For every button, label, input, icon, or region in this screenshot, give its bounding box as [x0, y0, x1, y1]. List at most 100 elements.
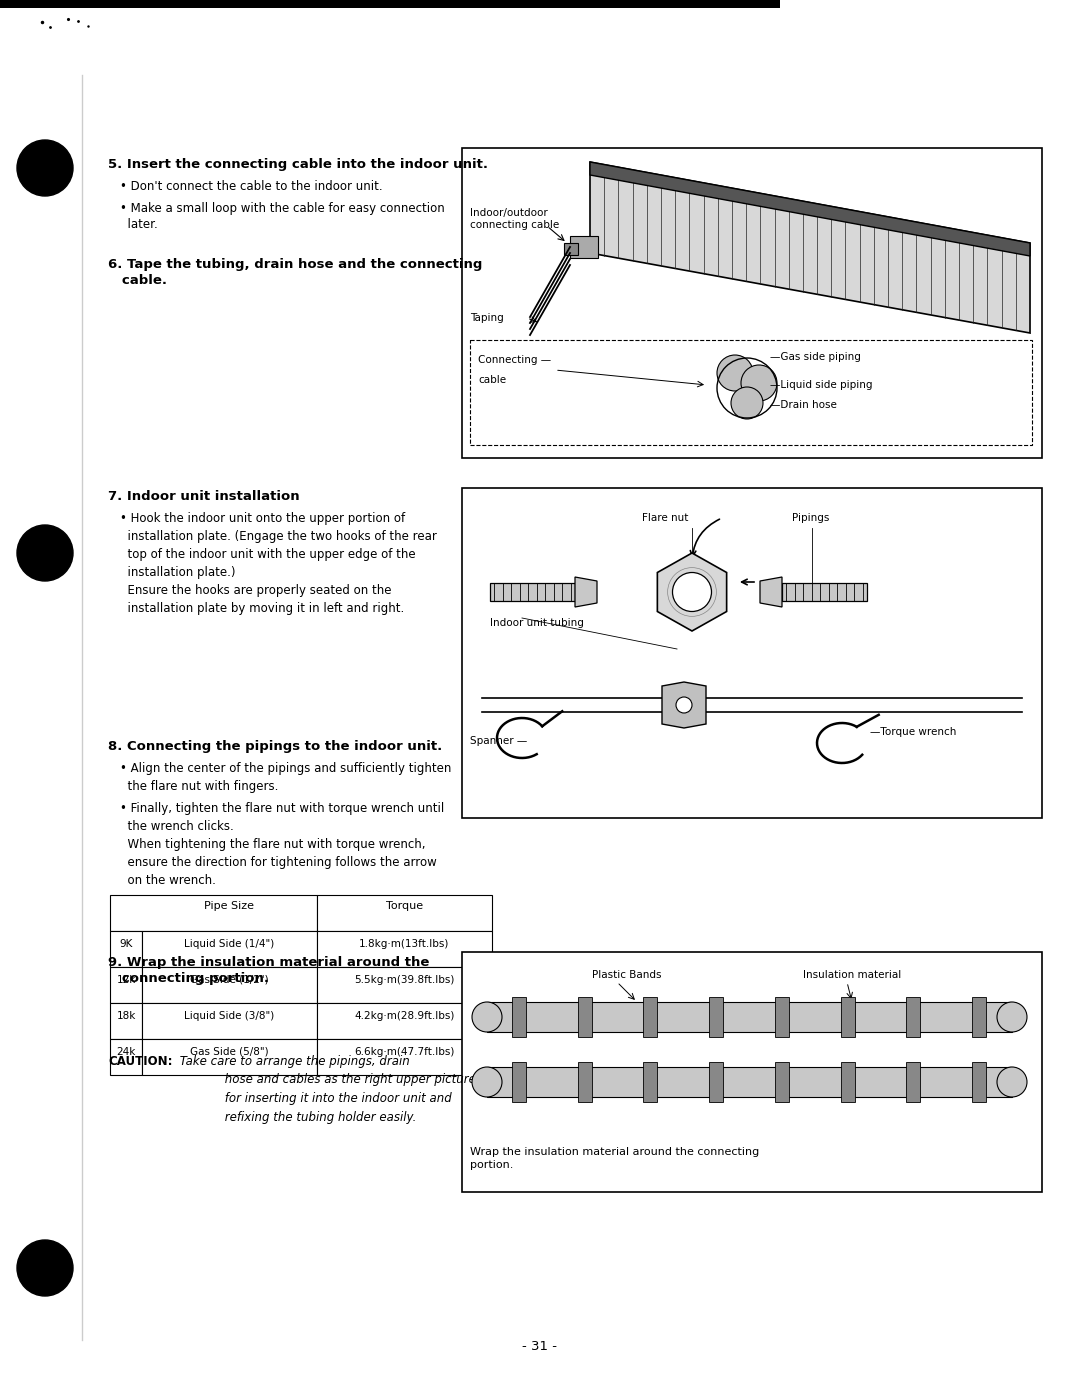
Bar: [840, 997, 854, 1037]
Bar: [774, 997, 788, 1037]
Text: Pipe Size: Pipe Size: [204, 901, 255, 911]
Bar: [141, 967, 318, 1003]
Bar: [462, 148, 1042, 457]
Text: Liquid Side (1/4"): Liquid Side (1/4"): [185, 938, 274, 949]
Text: Take care to arrange the pipings, drain
             hose and cables as the righ: Take care to arrange the pipings, drain …: [176, 1055, 476, 1124]
Circle shape: [17, 525, 73, 581]
Text: • Align the center of the pipings and sufficiently tighten
  the flare nut with : • Align the center of the pipings and su…: [120, 762, 451, 793]
Circle shape: [673, 572, 712, 611]
Bar: [318, 931, 492, 967]
Circle shape: [676, 697, 692, 712]
Bar: [578, 1062, 592, 1102]
Bar: [906, 1062, 920, 1102]
Circle shape: [997, 1002, 1027, 1033]
Bar: [512, 1062, 526, 1102]
Text: 1.8kg·m(13ft.lbs): 1.8kg·m(13ft.lbs): [360, 938, 449, 949]
Text: Indoor unit tubing: Indoor unit tubing: [490, 618, 584, 628]
Text: 18k: 18k: [117, 1010, 136, 1021]
Bar: [972, 997, 986, 1037]
Bar: [318, 1003, 492, 1040]
Bar: [110, 1040, 141, 1076]
Circle shape: [17, 1240, 73, 1296]
Bar: [110, 931, 141, 967]
Text: 8. Connecting the pipings to the indoor unit.: 8. Connecting the pipings to the indoor …: [108, 740, 442, 753]
Circle shape: [17, 140, 73, 195]
Circle shape: [717, 355, 753, 391]
Circle shape: [731, 387, 762, 419]
Bar: [0, 0, 780, 8]
Bar: [710, 1062, 724, 1102]
Text: cable: cable: [478, 376, 507, 385]
Text: Taping: Taping: [470, 313, 503, 323]
Text: Connecting —: Connecting —: [478, 355, 551, 365]
Text: 9K: 9K: [119, 938, 133, 949]
Text: 6. Tape the tubing, drain hose and the connecting
   cable.: 6. Tape the tubing, drain hose and the c…: [108, 258, 483, 287]
Text: 9. Wrap the insulation material around the
   connecting portion.: 9. Wrap the insulation material around t…: [108, 956, 430, 985]
Text: 5.5kg·m(39.8ft.lbs): 5.5kg·m(39.8ft.lbs): [354, 974, 455, 985]
Polygon shape: [662, 682, 706, 728]
Text: Liquid Side (3/8"): Liquid Side (3/8"): [185, 1010, 274, 1021]
Bar: [470, 340, 1032, 445]
Bar: [644, 997, 658, 1037]
Text: Spanner —: Spanner —: [470, 736, 527, 746]
Polygon shape: [590, 162, 1030, 256]
Bar: [487, 1002, 1012, 1033]
Text: —Liquid side piping: —Liquid side piping: [770, 380, 873, 389]
Text: —Torque wrench: —Torque wrench: [870, 728, 957, 737]
Bar: [318, 895, 492, 931]
Bar: [972, 1062, 986, 1102]
Text: • Hook the indoor unit onto the upper portion of
  installation plate. (Engage t: • Hook the indoor unit onto the upper po…: [120, 511, 437, 615]
Text: • Don't connect the cable to the indoor unit.: • Don't connect the cable to the indoor …: [120, 180, 382, 193]
Bar: [318, 967, 492, 1003]
Bar: [644, 1062, 658, 1102]
Circle shape: [997, 1067, 1027, 1096]
Text: Flare nut: Flare nut: [642, 513, 688, 523]
Bar: [578, 997, 592, 1037]
Bar: [110, 895, 318, 931]
Circle shape: [741, 365, 777, 401]
Bar: [318, 1040, 492, 1076]
Text: Gas Side (1/2"): Gas Side (1/2"): [190, 974, 269, 985]
Text: —Gas side piping: —Gas side piping: [770, 352, 861, 362]
Text: 6.6kg·m(47.7ft.lbs): 6.6kg·m(47.7ft.lbs): [354, 1046, 455, 1058]
Polygon shape: [590, 162, 1030, 333]
Bar: [840, 1062, 854, 1102]
Text: Indoor/outdoor
connecting cable: Indoor/outdoor connecting cable: [470, 208, 559, 230]
Bar: [462, 488, 1042, 818]
Bar: [490, 584, 575, 602]
Polygon shape: [575, 577, 597, 607]
Bar: [141, 1003, 318, 1040]
Text: Plastic Bands: Plastic Bands: [592, 970, 662, 980]
Bar: [774, 1062, 788, 1102]
Bar: [782, 584, 867, 602]
Text: 5. Insert the connecting cable into the indoor unit.: 5. Insert the connecting cable into the …: [108, 158, 488, 170]
Text: 7. Indoor unit installation: 7. Indoor unit installation: [108, 491, 299, 503]
Text: Gas Side (5/8"): Gas Side (5/8"): [190, 1046, 269, 1058]
Bar: [110, 1003, 141, 1040]
Polygon shape: [658, 553, 727, 631]
Text: 4.2kg·m(28.9ft.lbs): 4.2kg·m(28.9ft.lbs): [354, 1010, 455, 1021]
Bar: [512, 997, 526, 1037]
Text: • Make a small loop with the cable for easy connection
  later.: • Make a small loop with the cable for e…: [120, 202, 445, 231]
Bar: [570, 236, 598, 258]
Circle shape: [472, 1002, 502, 1033]
Text: 24k: 24k: [117, 1046, 136, 1058]
Text: Insulation material: Insulation material: [802, 970, 901, 980]
Text: Torque: Torque: [386, 901, 423, 911]
Bar: [710, 997, 724, 1037]
Bar: [906, 997, 920, 1037]
Bar: [141, 1040, 318, 1076]
Bar: [141, 931, 318, 967]
Text: Pipings: Pipings: [792, 513, 829, 523]
Bar: [487, 1067, 1012, 1096]
Bar: [564, 243, 578, 255]
Text: - 31 -: - 31 -: [523, 1340, 557, 1353]
Text: 12k: 12k: [117, 974, 136, 985]
Text: CAUTION:: CAUTION:: [108, 1055, 173, 1069]
Text: —Drain hose: —Drain hose: [770, 401, 837, 410]
Text: • Finally, tighten the flare nut with torque wrench until
  the wrench clicks.
 : • Finally, tighten the flare nut with to…: [120, 802, 444, 887]
Polygon shape: [760, 577, 782, 607]
Text: Wrap the insulation material around the connecting
portion.: Wrap the insulation material around the …: [470, 1148, 759, 1170]
Bar: [462, 952, 1042, 1192]
Circle shape: [472, 1067, 502, 1096]
